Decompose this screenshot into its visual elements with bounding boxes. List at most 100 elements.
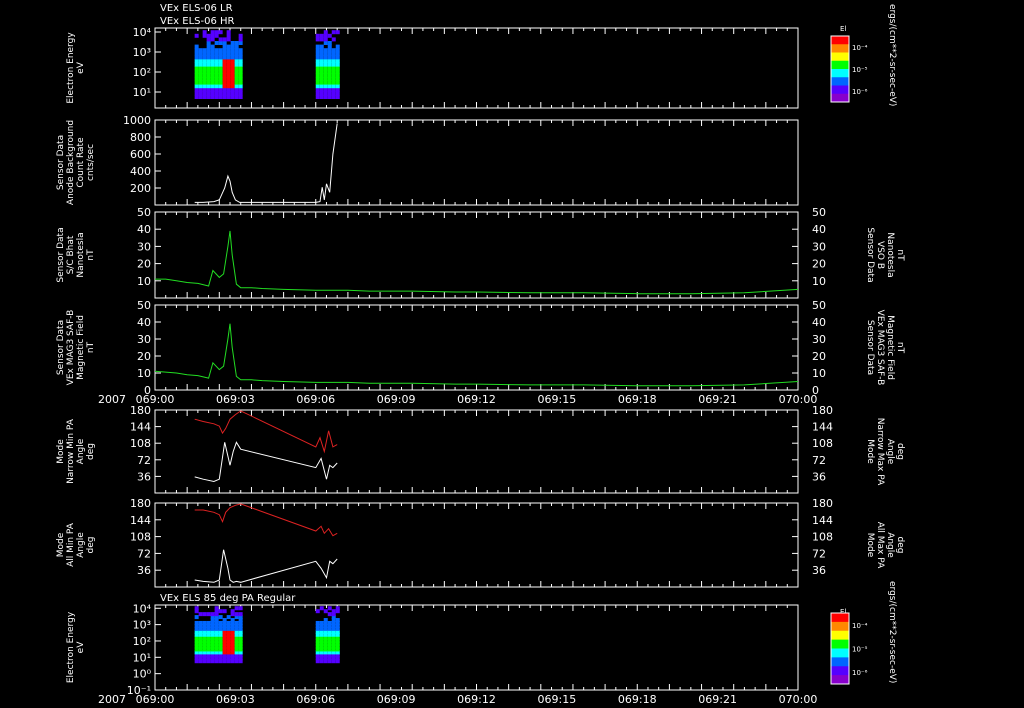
left-label: Mode Narrow Min PA Angle deg bbox=[56, 418, 96, 484]
y-tick-label: 36 bbox=[137, 470, 151, 483]
left-label-line: VEx MAG3 SAF-B bbox=[66, 310, 76, 386]
panel-frame bbox=[155, 503, 798, 587]
spectrogram-cell bbox=[207, 66, 211, 70]
spectrogram-cell bbox=[324, 30, 328, 34]
spectrogram-cell bbox=[215, 73, 219, 77]
colorbar-band bbox=[831, 44, 849, 53]
left-label-line: Narrow Min PA bbox=[66, 418, 76, 484]
spectrogram-cell bbox=[215, 63, 219, 67]
spectrogram-cell bbox=[231, 48, 235, 52]
panel-frame bbox=[155, 305, 798, 390]
spectrogram-cell bbox=[199, 55, 203, 59]
spectrogram-cell bbox=[203, 66, 207, 70]
spectrogram-cell bbox=[332, 52, 336, 56]
spectrogram-cell bbox=[316, 84, 320, 88]
spectrogram-cell bbox=[332, 88, 336, 92]
spectrogram-cell bbox=[215, 70, 219, 74]
spectrogram-cell bbox=[207, 55, 211, 59]
spectrogram-cell bbox=[195, 34, 199, 38]
spectrogram-cell bbox=[199, 63, 203, 67]
spectrogram-cell bbox=[195, 55, 199, 59]
spectrogram-cell bbox=[328, 621, 332, 625]
spectrogram-cell bbox=[199, 81, 203, 85]
spectrogram-cell bbox=[219, 609, 223, 613]
spectrogram-cell bbox=[231, 618, 235, 622]
y-tick-label: 600 bbox=[130, 148, 151, 161]
pa-title: VEx ELS 85 deg PA Regular bbox=[160, 593, 296, 604]
y-tick-label: 108 bbox=[130, 437, 151, 450]
spectrogram-cell bbox=[199, 77, 203, 81]
spectrogram-cell bbox=[235, 84, 239, 88]
colorbar-band bbox=[831, 53, 849, 62]
spectrogram-cell bbox=[328, 77, 332, 81]
spectrogram-cell bbox=[207, 621, 211, 625]
y-tick-label: 20 bbox=[137, 258, 151, 271]
time-tick-label: 069:06 bbox=[296, 393, 335, 406]
spectrogram-cell bbox=[239, 612, 243, 616]
spectrogram-cell bbox=[235, 95, 239, 99]
spectrogram-cell bbox=[219, 615, 223, 619]
spectrogram-cell bbox=[332, 73, 336, 77]
time-tick-label: 069:00 bbox=[136, 693, 175, 706]
spectrogram-cell bbox=[328, 52, 332, 56]
y-tick-label-right: 180 bbox=[812, 404, 833, 417]
spectrogram-cell bbox=[235, 81, 239, 85]
spectrogram-cell bbox=[215, 41, 219, 45]
colorbar-band bbox=[831, 94, 849, 103]
spectrogram-cell bbox=[223, 52, 227, 56]
spectrogram-cell bbox=[223, 45, 227, 49]
y-tick-label-right: 20 bbox=[812, 258, 826, 271]
spectrogram-cell bbox=[199, 95, 203, 99]
left-label-line: Magnetic Field bbox=[76, 315, 86, 380]
spectrogram-cell bbox=[336, 52, 340, 56]
spectrogram-cell bbox=[231, 73, 235, 77]
spectrogram-cell bbox=[219, 66, 223, 70]
spectrogram-cell bbox=[207, 73, 211, 77]
spectrogram-cell bbox=[235, 621, 239, 625]
spectrogram-cell bbox=[235, 70, 239, 74]
time-tick-label: 069:12 bbox=[457, 693, 496, 706]
y-tick-label: 36 bbox=[137, 564, 151, 577]
left-label: Sensor Data S/C Bhat Nanotesla nT bbox=[56, 227, 96, 282]
spectrogram-cell bbox=[239, 77, 243, 81]
spectrogram-cell bbox=[223, 37, 227, 41]
spectrogram-cell bbox=[239, 48, 243, 52]
spectrogram-cell bbox=[239, 52, 243, 56]
spectrogram-cell bbox=[316, 81, 320, 85]
spectrogram-cell bbox=[316, 609, 320, 613]
spectrogram-cell bbox=[332, 30, 336, 34]
spectrogram-cell bbox=[231, 77, 235, 81]
spectrogram-cell bbox=[239, 84, 243, 88]
colorbar-tick: 10⁻⁶ bbox=[852, 88, 868, 96]
y-tick-label-right: 72 bbox=[812, 454, 826, 467]
spectrogram-cell bbox=[239, 66, 243, 70]
spectrogram-cell bbox=[199, 59, 203, 63]
spectrogram-cell bbox=[223, 73, 227, 77]
spectrogram-cell bbox=[195, 70, 199, 74]
y-tick-label: 40 bbox=[137, 223, 151, 236]
spectrogram-cell bbox=[332, 84, 336, 88]
spectrogram-cell bbox=[215, 59, 219, 63]
spectrogram-cell bbox=[199, 48, 203, 52]
spectrogram-cell bbox=[231, 81, 235, 85]
spectrogram-cell bbox=[336, 618, 340, 622]
spectrogram-cell bbox=[199, 612, 203, 616]
left-label: Electron Energy eV bbox=[66, 611, 86, 683]
time-tick-label: 069:21 bbox=[698, 393, 737, 406]
spectrogram-cell bbox=[227, 59, 231, 63]
spectrogram-cell bbox=[215, 77, 219, 81]
spectrogram-cell bbox=[239, 81, 243, 85]
colorbar-unit: ergs/(cm**2-sr-sec-eV) bbox=[887, 4, 897, 106]
spectrogram-cell bbox=[219, 91, 223, 95]
spectrogram-cell bbox=[332, 77, 336, 81]
spectrogram-cell bbox=[227, 48, 231, 52]
spectrogram-cell bbox=[223, 95, 227, 99]
colorbar-band bbox=[831, 666, 849, 675]
spectrogram-cell bbox=[203, 48, 207, 52]
y-tick-label: 10⁰ bbox=[133, 668, 152, 681]
spectrogram-cell bbox=[336, 95, 340, 99]
spectrogram-cell bbox=[336, 66, 340, 70]
colorbar-tick: 10⁻⁴ bbox=[852, 622, 868, 630]
spectrogram-cell bbox=[227, 88, 231, 92]
spectrogram-cell bbox=[328, 95, 332, 99]
